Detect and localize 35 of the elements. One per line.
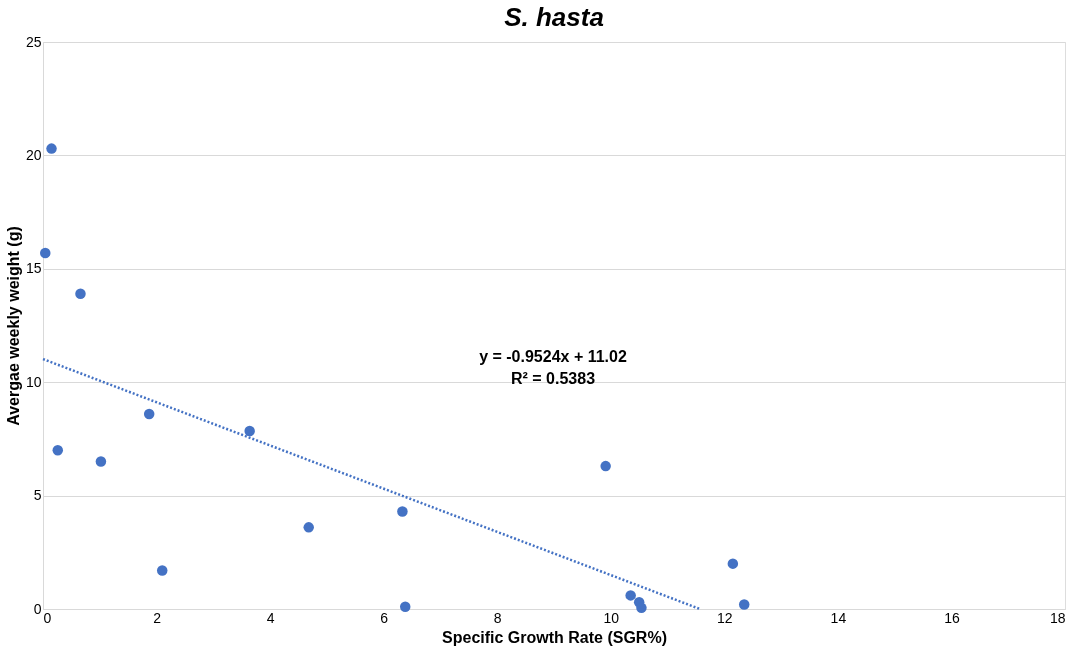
- point: [244, 425, 255, 437]
- point: [397, 506, 408, 517]
- y-axis-title: Avergae weekly weight (g): [4, 226, 22, 426]
- x-tick-label: 14: [830, 609, 847, 626]
- point: [40, 247, 51, 259]
- point: [52, 445, 64, 456]
- x-tick-label: 2: [153, 609, 162, 626]
- x-axis-title: Specific Growth Rate (SGR%): [442, 628, 667, 646]
- point: [738, 599, 750, 610]
- y-tick-label: 5: [33, 487, 42, 504]
- point: [600, 460, 611, 472]
- x-tick-label: 18: [1049, 609, 1066, 626]
- point: [75, 288, 86, 299]
- point: [156, 565, 168, 576]
- x-tick-label: 16: [944, 609, 960, 626]
- chart-title: S. hasta: [504, 2, 604, 32]
- x-tick-label: 10: [603, 609, 620, 626]
- point: [727, 558, 739, 569]
- point: [636, 602, 647, 614]
- annotation: R² = 0.5383: [510, 370, 596, 387]
- point: [625, 590, 636, 601]
- point: [46, 143, 57, 154]
- x-tick-label: 6: [380, 609, 389, 626]
- y-tick-label: 25: [25, 33, 42, 50]
- point: [95, 456, 107, 467]
- point: [303, 522, 314, 533]
- x-tick-label: 4: [266, 609, 275, 626]
- x-tick-label: 12: [717, 609, 733, 626]
- y-tick-label: 15: [25, 260, 42, 277]
- annotation: y = -0.9524x + 11.02: [479, 348, 627, 365]
- x-tick-label: 8: [493, 609, 502, 626]
- point: [143, 408, 155, 420]
- y-tick-label: 20: [25, 146, 42, 163]
- y-tick-label: 10: [25, 373, 42, 390]
- point: [400, 601, 411, 612]
